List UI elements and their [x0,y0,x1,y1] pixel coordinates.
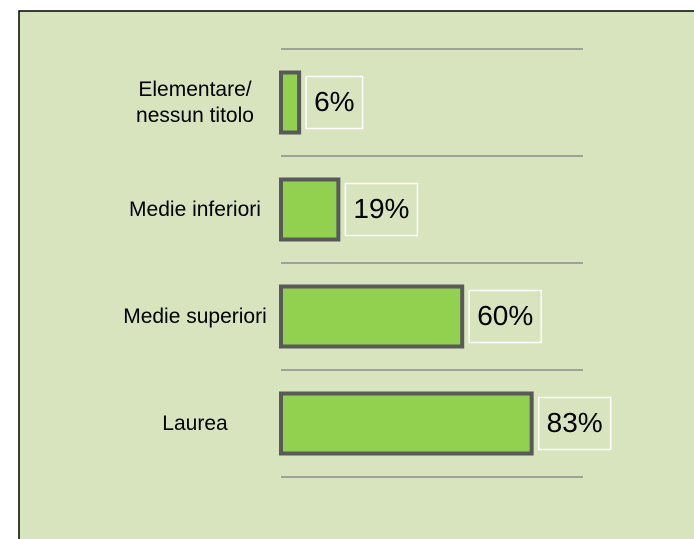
bar [279,177,341,242]
value-label-box [344,182,419,237]
value-label: 19% [353,193,409,224]
category-label: Medie inferiori [129,197,261,221]
bar [279,284,465,349]
value-label-group: 83% [537,396,612,451]
value-label: 83% [547,407,603,438]
bar [279,391,534,456]
value-label-box [468,289,542,344]
value-label-box [537,396,612,451]
category-label-box: Medie superiori [123,304,267,328]
value-label-group: 60% [468,289,542,344]
value-label: 60% [477,300,533,331]
category-label-box: Elementare/ nessun titolo [136,77,254,127]
value-label-group: 6% [305,75,364,130]
value-label-box [305,75,364,130]
bar [279,70,302,135]
category-label-box: Laurea [162,411,228,435]
category-label: Medie superiori [123,304,267,328]
value-label: 6% [314,86,354,117]
category-label: Laurea [162,411,228,435]
category-label-box: Medie inferiori [129,197,261,221]
value-label-group: 19% [344,182,419,237]
category-label: Elementare/ nessun titolo [136,77,254,127]
